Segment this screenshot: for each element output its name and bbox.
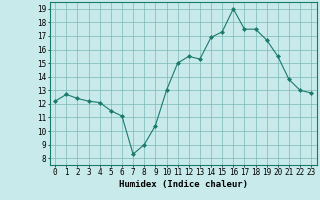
X-axis label: Humidex (Indice chaleur): Humidex (Indice chaleur)	[119, 180, 248, 189]
